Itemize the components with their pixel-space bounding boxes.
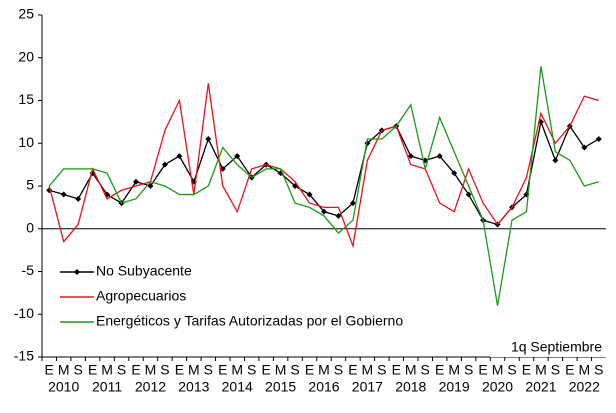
year-label: 2018 [395,379,426,395]
legend-label: Energéticos y Tarifas Autorizadas por el… [96,313,403,329]
x-tick-label: M [231,362,243,378]
marker [234,153,241,160]
marker [436,153,443,160]
series-line [48,83,599,249]
marker [349,200,356,207]
marker [306,191,313,198]
x-tick-label: S [421,362,430,378]
x-tick-label: S [117,362,126,378]
x-tick-label: S [594,362,603,378]
legend-label: Agropecuarios [96,288,186,304]
marker [176,153,183,160]
x-tick-label: M [492,362,504,378]
x-tick-label: S [204,362,213,378]
x-tick-label: M [101,362,113,378]
marker [552,157,559,164]
marker [205,135,212,142]
y-tick-label: -10 [14,305,34,321]
x-tick-label: E [218,362,227,378]
x-tick-label: E [392,362,401,378]
x-tick-label: E [305,362,314,378]
x-tick-label: S [507,362,516,378]
x-tick-label: M [58,362,70,378]
x-tick-label: E [45,362,54,378]
annotation: 1q Septiembre [511,339,602,355]
x-tick-label: S [73,362,82,378]
marker [407,153,414,160]
x-tick-label: E [435,362,444,378]
marker [321,208,327,215]
x-tick-label: M [318,362,330,378]
marker [161,161,168,168]
year-label: 2016 [308,379,339,395]
marker [451,170,458,177]
x-tick-label: S [551,362,560,378]
x-tick-label: E [478,362,487,378]
x-tick-label: S [464,362,473,378]
y-tick-label: 0 [26,219,34,235]
x-tick-label: E [565,362,574,378]
legend-label: No Subyacente [96,263,192,279]
marker [465,191,472,198]
y-tick-label: 20 [18,48,34,64]
marker [219,165,226,172]
x-tick-label: M [578,362,590,378]
x-tick-label: M [405,362,417,378]
year-label: 2014 [222,379,253,395]
y-tick-label: 5 [26,177,34,193]
year-label: 2010 [48,379,79,395]
marker [595,135,602,142]
x-tick-label: S [290,362,299,378]
marker [60,191,67,198]
x-tick-label: E [175,362,184,378]
year-label: 2020 [482,379,513,395]
marker [581,144,588,151]
legend-marker [74,269,80,275]
x-tick-label: E [348,362,357,378]
marker [335,212,342,219]
series-line [48,66,599,306]
year-label: 2017 [352,379,383,395]
y-tick-label: -5 [22,262,35,278]
year-label: 2015 [265,379,296,395]
x-tick-label: S [160,362,169,378]
y-tick-label: 10 [18,134,34,150]
year-label: 2022 [569,379,600,395]
y-tick-label: 25 [18,6,34,22]
marker [75,195,82,202]
x-tick-label: M [145,362,157,378]
marker [133,178,139,185]
year-label: 2013 [178,379,209,395]
x-tick-label: M [535,362,547,378]
y-tick-label: 15 [18,91,34,107]
annotation-box [490,338,606,357]
year-label: 2011 [92,379,122,395]
x-tick-label: M [448,362,460,378]
year-label: 2019 [439,379,470,395]
x-tick-label: E [261,362,270,378]
x-tick-label: S [247,362,256,378]
x-tick-label: E [131,362,140,378]
x-tick-label: E [88,362,97,378]
x-tick-label: S [334,362,343,378]
x-tick-label: S [377,362,386,378]
x-tick-label: E [522,362,531,378]
x-tick-label: M [188,362,200,378]
x-tick-label: M [362,362,374,378]
x-tick-label: M [275,362,287,378]
year-label: 2012 [135,379,166,395]
year-label: 2021 [525,379,556,395]
y-tick-label: -15 [14,348,34,364]
